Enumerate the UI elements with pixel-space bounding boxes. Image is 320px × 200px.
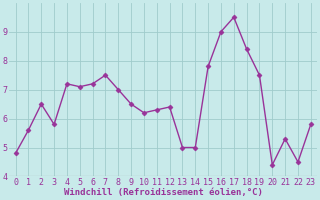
X-axis label: Windchill (Refroidissement éolien,°C): Windchill (Refroidissement éolien,°C) bbox=[64, 188, 263, 197]
